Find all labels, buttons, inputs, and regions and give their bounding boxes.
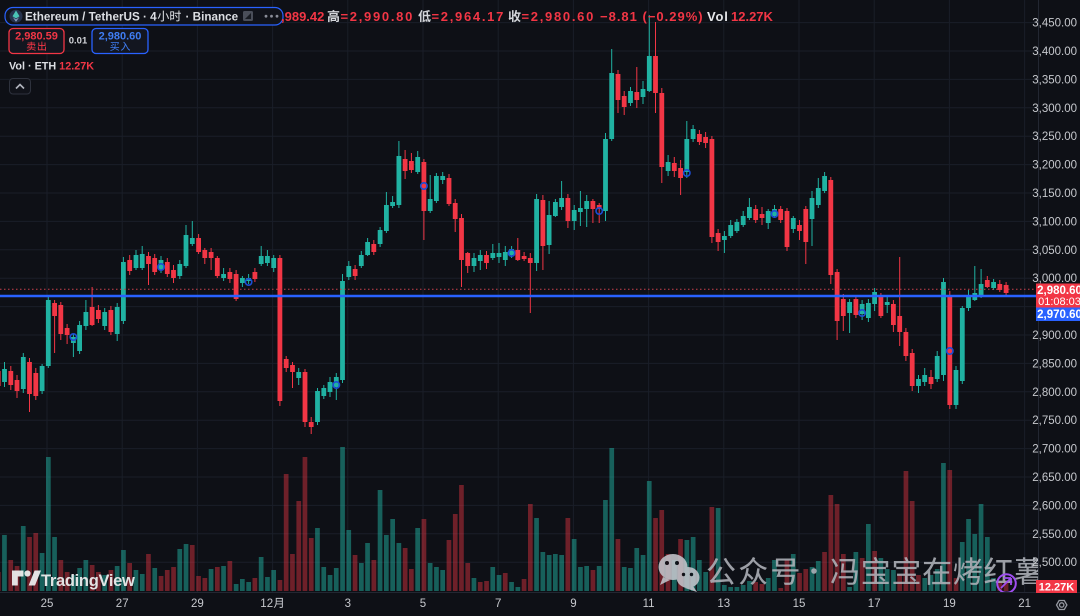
svg-text:2,980.60: 2,980.60 [1037,285,1080,297]
svg-text:,989.42: ,989.42 [281,9,324,24]
svg-text:3,150.00: 3,150.00 [1032,188,1077,200]
svg-text:25: 25 [41,598,54,610]
svg-text:2,980.60: 2,980.60 [99,31,142,43]
svg-text:2,650.00: 2,650.00 [1032,472,1077,484]
svg-text:3,100.00: 3,100.00 [1032,216,1077,228]
svg-text:3,050.00: 3,050.00 [1032,245,1077,257]
svg-text:3: 3 [345,598,351,610]
svg-text:2,550.00: 2,550.00 [1032,529,1077,541]
svg-text:12.27K: 12.27K [731,9,774,24]
svg-text:2,750.00: 2,750.00 [1032,415,1077,427]
svg-text:21: 21 [1018,598,1031,610]
svg-text:5: 5 [420,598,426,610]
svg-text:01:08:03: 01:08:03 [1038,296,1080,308]
svg-text:12.27K: 12.27K [1039,582,1075,594]
svg-text:=2,964.17: =2,964.17 [432,9,506,24]
svg-text:3,300.00: 3,300.00 [1032,103,1077,115]
svg-text:3,000.00: 3,000.00 [1032,273,1077,285]
svg-text:2,970.60: 2,970.60 [1037,309,1080,321]
svg-text:2,600.00: 2,600.00 [1032,500,1077,512]
svg-text:Vol: Vol [707,9,729,24]
svg-text:27: 27 [116,598,129,610]
svg-text:=2,980.60: =2,980.60 [522,9,596,24]
svg-text:2,980.59: 2,980.59 [15,31,58,43]
svg-text:7: 7 [495,598,501,610]
svg-text:3,450.00: 3,450.00 [1032,18,1077,30]
svg-text:Vol · ETH 12.27K: Vol · ETH 12.27K [9,61,94,73]
svg-text:3,400.00: 3,400.00 [1032,46,1077,58]
svg-text:9: 9 [570,598,576,610]
svg-text:Ethereum / TetherUS · 4: Ethereum / TetherUS · 4 [25,11,157,24]
svg-text:3,350.00: 3,350.00 [1032,74,1077,86]
svg-text:12: 12 [260,598,273,610]
svg-text:2,700.00: 2,700.00 [1032,444,1077,456]
svg-text:TradingView: TradingView [41,572,135,590]
svg-text:2,800.00: 2,800.00 [1032,387,1077,399]
svg-text:· Binance: · Binance [186,11,239,24]
svg-text:11: 11 [643,598,655,610]
svg-text:2,900.00: 2,900.00 [1032,330,1077,342]
svg-text:15: 15 [793,598,806,610]
svg-text:0.01: 0.01 [69,36,88,47]
svg-text:2,500.00: 2,500.00 [1032,557,1077,569]
svg-text:3,200.00: 3,200.00 [1032,160,1077,172]
svg-text:=2,990.80: =2,990.80 [341,9,415,24]
svg-text:19: 19 [943,598,956,610]
svg-text:29: 29 [191,598,204,610]
svg-text:2,850.00: 2,850.00 [1032,358,1077,370]
svg-text:13: 13 [717,598,730,610]
svg-text:3,250.00: 3,250.00 [1032,131,1077,143]
svg-text:−8.81 (−0.29%): −8.81 (−0.29%) [600,9,704,24]
svg-text:17: 17 [868,598,881,610]
